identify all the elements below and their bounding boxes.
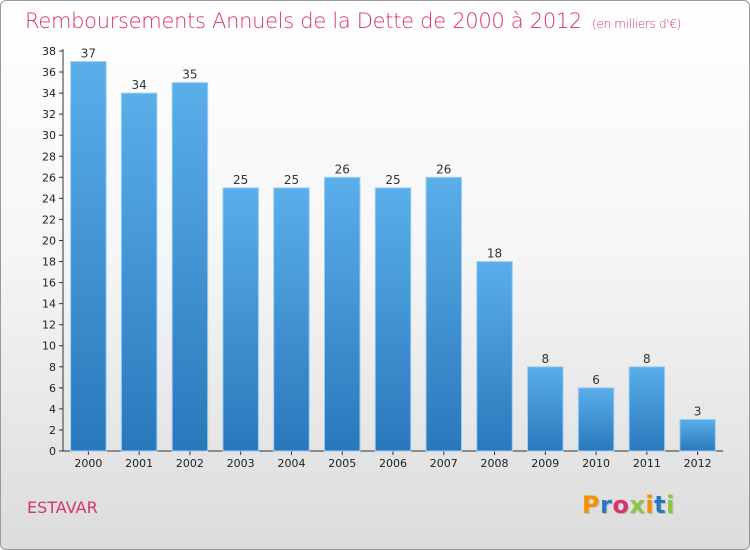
- logo-letter: t: [654, 491, 667, 519]
- chart-subtitle: (en milliers d'€): [592, 17, 682, 31]
- data-label: 35: [182, 68, 197, 82]
- y-tick-label: 12: [42, 319, 56, 332]
- data-label: 34: [132, 78, 147, 92]
- bars-group: [70, 61, 716, 452]
- y-tick-label: 2: [49, 424, 56, 437]
- x-tick-label: 2002: [176, 457, 204, 470]
- bar: [476, 261, 513, 452]
- y-tick-label: 38: [42, 45, 56, 58]
- bar: [527, 366, 564, 452]
- y-tick-label: 0: [49, 445, 56, 458]
- data-labels-group: 37 34 35 25 25 26 25 26 18 8 6 8 3: [81, 47, 702, 419]
- proxiti-logo: Proxiti: [582, 491, 675, 519]
- data-label: 26: [436, 162, 451, 176]
- x-tick-label: 2008: [481, 457, 509, 470]
- data-label: 25: [233, 173, 248, 187]
- bar: [628, 366, 666, 452]
- y-tick-label: 26: [42, 171, 56, 184]
- x-tick-label: 2004: [277, 457, 305, 470]
- x-tick-label: 2006: [379, 457, 407, 470]
- y-tick-label: 22: [42, 213, 56, 226]
- bar: [120, 92, 158, 452]
- data-label: 37: [81, 47, 96, 61]
- data-label: 8: [541, 352, 549, 366]
- data-label: 26: [335, 162, 350, 176]
- data-label: 6: [592, 373, 600, 387]
- data-label: 8: [643, 352, 651, 366]
- y-tick-label: 24: [42, 192, 56, 205]
- title-text: Remboursements Annuels de la Dette de 20…: [25, 9, 582, 33]
- y-tick-label: 28: [42, 150, 56, 163]
- bar: [273, 187, 310, 452]
- y-tick-label: 6: [49, 382, 56, 395]
- y-tick-label: 18: [42, 256, 56, 269]
- bar: [171, 82, 209, 452]
- bar: [374, 187, 412, 452]
- bar: [425, 176, 463, 452]
- logo-letter: i: [666, 491, 675, 519]
- bar: [222, 187, 259, 452]
- x-tick-label: 2012: [684, 457, 712, 470]
- logo-letter: P: [582, 491, 601, 519]
- y-tick-label: 8: [49, 361, 56, 374]
- bar: [679, 418, 716, 452]
- y-tick-label: 36: [42, 66, 56, 79]
- x-tick-label: 2005: [328, 457, 356, 470]
- bar: [577, 387, 615, 452]
- x-tick-label: 2011: [633, 457, 661, 470]
- x-tick-label: 2007: [430, 457, 458, 470]
- x-tick-label: 2003: [227, 457, 255, 470]
- data-label: 18: [487, 247, 502, 261]
- y-tick-label: 30: [42, 129, 56, 142]
- y-tick-label: 16: [42, 277, 56, 290]
- chart-title: Remboursements Annuels de la Dette de 20…: [25, 9, 681, 33]
- y-tick-label: 10: [42, 340, 56, 353]
- bar: [323, 176, 361, 452]
- x-tick-label: 2000: [74, 457, 102, 470]
- bar: [70, 61, 107, 452]
- x-tick-label: 2001: [125, 457, 153, 470]
- logo-letter: x: [629, 491, 646, 519]
- y-tick-label: 34: [42, 87, 56, 100]
- x-tick-label: 2010: [582, 457, 610, 470]
- logo-letter: r: [600, 491, 613, 519]
- logo-letter: i: [645, 491, 655, 519]
- data-label: 25: [385, 173, 400, 187]
- logo-letter: o: [612, 491, 630, 519]
- y-tick-label: 14: [42, 298, 56, 311]
- data-label: 25: [284, 173, 299, 187]
- y-tick-label: 32: [42, 108, 56, 121]
- y-tick-label: 4: [49, 403, 56, 416]
- y-tick-label: 20: [42, 234, 56, 247]
- commune-name: ESTAVAR: [27, 498, 98, 517]
- data-label: 3: [694, 404, 702, 418]
- x-tick-label: 2009: [531, 457, 559, 470]
